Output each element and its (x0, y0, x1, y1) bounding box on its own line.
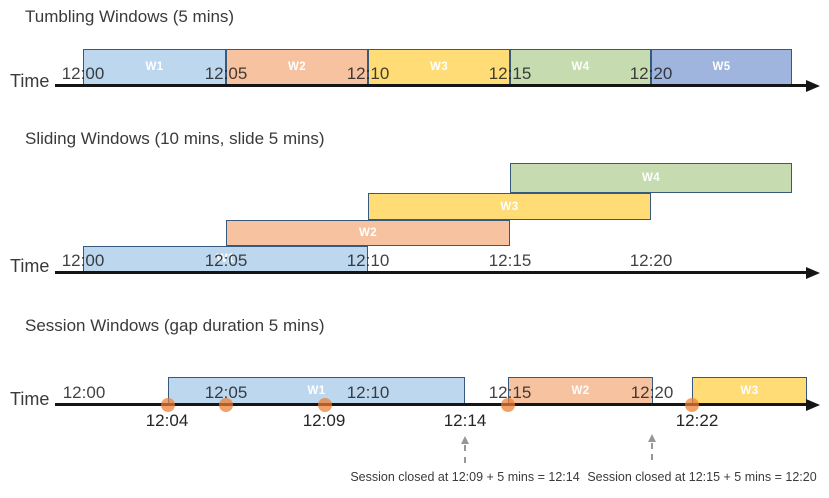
session-close-arrow-icon (648, 434, 656, 442)
session-window-bar-w2: W2 (508, 377, 653, 404)
sliding-window-bar-w2: W2 (226, 220, 510, 246)
event-dot (161, 397, 175, 412)
window-bar-label: W2 (571, 384, 590, 397)
session-section-title: Session Windows (gap duration 5 mins) (25, 316, 325, 335)
event-dot (318, 397, 332, 412)
event-dot (501, 397, 515, 412)
tumbling-tick-label: 12:00 (61, 64, 105, 83)
session-timeline (55, 403, 806, 406)
session-tick-label: 12:15 (488, 383, 532, 402)
event-time-label: 12:22 (675, 411, 719, 430)
window-bar-label: W5 (712, 61, 731, 73)
sliding-tick-label: 12:15 (488, 251, 532, 270)
session-close-arrow-shaft (464, 445, 466, 463)
session-close-arrow-icon (461, 436, 469, 444)
window-bar-label: W1 (145, 61, 164, 73)
tumbling-timeline (55, 84, 806, 87)
session-tick-label: 12:00 (62, 383, 106, 402)
tumbling-window-bar-w1: W1 (83, 49, 226, 85)
sliding-tick-label: 12:10 (346, 251, 390, 270)
window-bar-label: W4 (571, 61, 590, 73)
sliding-timeline (55, 271, 806, 274)
event-time-label: 12:09 (302, 411, 346, 430)
event-dot (685, 397, 699, 412)
session-tick-label: 12:20 (630, 383, 674, 402)
sliding-tick-label: 12:20 (629, 251, 673, 270)
session-time-axis-label: Time (10, 389, 50, 409)
event-dot (219, 397, 233, 412)
window-bar-label: W3 (429, 61, 449, 73)
tumbling-tick-label: 12:20 (629, 64, 673, 83)
sliding-time-axis-label: Time (10, 256, 50, 276)
sliding-timeline-arrowhead (806, 266, 820, 279)
window-bar-label: W2 (358, 227, 378, 239)
window-bar-label: W4 (641, 172, 661, 184)
sliding-tick-label: 12:05 (204, 251, 248, 270)
tumbling-tick-label: 12:15 (488, 64, 532, 83)
session-window-bar-w1: W1 (168, 377, 465, 404)
sliding-window-bar-w3: W3 (368, 193, 651, 220)
sliding-tick-label: 12:00 (61, 251, 105, 270)
window-bar-label: W1 (216, 253, 235, 265)
sliding-window-bar-w4: W4 (510, 163, 792, 193)
session-tick-label: 12:05 (204, 383, 248, 402)
window-bar-label: W1 (307, 384, 326, 397)
tumbling-tick-label: 12:10 (346, 64, 390, 83)
event-time-label: 12:14 (443, 411, 487, 430)
session-close-annotation: Session closed at 12:09 + 5 mins = 12:14 (350, 470, 580, 484)
window-bar-label: W3 (500, 200, 519, 213)
event-time-label: 12:04 (145, 411, 189, 430)
sliding-section-title: Sliding Windows (10 mins, slide 5 mins) (25, 129, 325, 148)
tumbling-timeline-arrowhead (806, 79, 820, 92)
tumbling-section-title: Tumbling Windows (5 mins) (25, 7, 235, 26)
session-window-bar-w3: W3 (692, 377, 807, 404)
window-bar-label: W3 (740, 384, 759, 397)
tumbling-window-bar-w3: W3 (368, 49, 510, 85)
tumbling-window-bar-w5: W5 (651, 49, 792, 85)
session-timeline-arrowhead (806, 398, 820, 411)
sliding-window-bar-w1: W1 (83, 246, 368, 272)
tumbling-time-axis-label: Time (10, 71, 50, 91)
session-close-annotation: Session closed at 12:15 + 5 mins = 12:20 (587, 470, 817, 484)
session-close-arrow-shaft (651, 443, 653, 460)
session-tick-label: 12:10 (346, 383, 390, 402)
window-bar-label: W2 (287, 61, 307, 73)
tumbling-tick-label: 12:05 (204, 64, 248, 83)
